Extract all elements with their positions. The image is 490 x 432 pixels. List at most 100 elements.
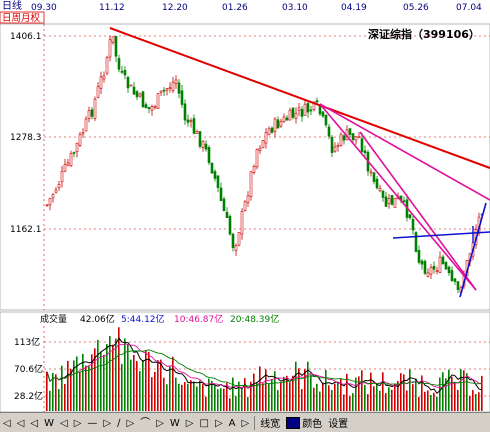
candle-body	[453, 278, 457, 282]
candle-body	[441, 256, 445, 265]
volume-bar	[232, 377, 234, 411]
candle-body	[387, 198, 391, 204]
volume-bar	[133, 354, 135, 411]
candle-body	[435, 270, 439, 272]
adjust-label[interactable]: 日周月权	[2, 12, 41, 24]
drawing-tool-button[interactable]: W	[44, 418, 54, 429]
volume-bar	[124, 338, 126, 411]
candle-body	[111, 36, 115, 43]
kline-chart[interactable]: 日线 日周月权 09.30 11.12 12.20 01.26 03.10 04.19 05…	[0, 0, 490, 413]
drawing-tool-button[interactable]: A	[228, 418, 236, 429]
drawing-tool-button[interactable]: W	[169, 418, 180, 429]
volume-bar	[358, 376, 360, 411]
candle-body	[69, 153, 73, 167]
drawing-tool-button[interactable]: ▷	[156, 418, 164, 429]
candle-body	[165, 88, 169, 91]
candle-body	[372, 172, 376, 182]
volume-bar	[304, 369, 306, 411]
drawing-tool-button[interactable]: ◁	[30, 418, 39, 429]
candle-body	[336, 145, 340, 147]
volume-ma-line	[46, 337, 483, 395]
candle-body	[213, 171, 217, 179]
drawing-tool-button[interactable]: ▷	[185, 418, 194, 429]
drawing-tool-button[interactable]: ◁	[60, 418, 68, 429]
drawing-tool-button[interactable]: □	[199, 418, 209, 429]
drawing-tool-button[interactable]: ▷	[126, 418, 135, 429]
volume-bar	[457, 389, 459, 411]
candle-body	[456, 281, 460, 290]
volume-bar	[181, 384, 183, 411]
volume-bar	[322, 382, 324, 411]
candlesticks	[45, 35, 484, 296]
volume-ma5: 5:44.12亿	[121, 313, 165, 325]
drawing-tool-button[interactable]: ▷	[103, 418, 112, 429]
volume-bar	[88, 365, 90, 411]
volume-ma-line	[46, 343, 483, 389]
volume-bar	[73, 360, 75, 411]
drawing-tool-button[interactable]: —	[87, 418, 98, 429]
candle-body	[282, 116, 286, 123]
trendline-blue-steep	[459, 202, 487, 298]
color-label: 颜色	[302, 419, 323, 430]
candle-body	[60, 171, 64, 182]
candle-body	[75, 142, 79, 153]
volume-bar	[334, 383, 336, 411]
volume-bar	[394, 383, 396, 411]
price-label: 1278.3	[10, 133, 42, 143]
candle-body	[267, 128, 271, 136]
candle-body	[108, 39, 112, 58]
settings-button[interactable]: 设置	[328, 419, 349, 430]
volume-bar	[76, 356, 78, 411]
candle-body	[279, 121, 283, 127]
volume-bar	[253, 373, 255, 411]
drawing-tool-button[interactable]: ◁	[16, 418, 25, 429]
volume-bar	[379, 390, 381, 411]
candle-body	[255, 148, 259, 168]
trendline-magenta-2	[319, 103, 490, 201]
candle-body	[114, 36, 118, 57]
volume-bar	[160, 359, 162, 411]
volume-level-label: 113亿	[14, 336, 40, 348]
candle-body	[84, 118, 88, 132]
candle-body	[312, 101, 316, 110]
candle-body	[63, 164, 67, 172]
candle-body	[273, 118, 277, 132]
candle-body	[168, 87, 172, 90]
candle-body	[54, 189, 58, 193]
drawing-tool-button[interactable]: ▷	[214, 418, 223, 429]
volume-bar	[436, 396, 438, 411]
volume-bar	[310, 374, 312, 411]
volume-bar	[244, 378, 246, 411]
candle-body	[384, 196, 388, 207]
drawing-tool-button[interactable]: ⌒	[140, 418, 151, 429]
color-swatch	[286, 416, 301, 429]
adjust-label-box[interactable]	[0, 11, 45, 24]
candle-body	[294, 112, 298, 119]
candle-body	[264, 132, 268, 144]
candle-body	[360, 138, 364, 152]
drawing-tool-button[interactable]: ∕	[117, 418, 121, 429]
color-button[interactable]: 颜色	[284, 415, 324, 431]
volume-level-label: 70.6亿	[14, 363, 43, 375]
drawing-tool-button[interactable]: ▷	[73, 418, 82, 429]
candle-body	[159, 90, 163, 93]
volume-bar	[151, 377, 153, 411]
drawing-tool-button[interactable]: ◁	[3, 418, 11, 429]
volume-bar	[316, 383, 318, 411]
candle-body	[438, 256, 442, 273]
volume-bar	[349, 396, 351, 411]
volume-bar	[280, 382, 282, 411]
volume-bar	[55, 374, 57, 411]
drawing-tool-button[interactable]: ▷	[241, 418, 250, 429]
candle-body	[207, 147, 211, 163]
candle-body	[120, 70, 124, 73]
period-label[interactable]: 日线	[2, 0, 22, 12]
candle-body	[141, 91, 145, 108]
volume-bar	[157, 360, 159, 411]
candle-body	[261, 140, 265, 148]
volume-bar	[175, 377, 177, 411]
line-width-button[interactable]: 线宽	[260, 419, 281, 430]
candle-body	[333, 146, 337, 152]
volume-bar	[445, 378, 447, 411]
candle-body	[147, 106, 151, 109]
